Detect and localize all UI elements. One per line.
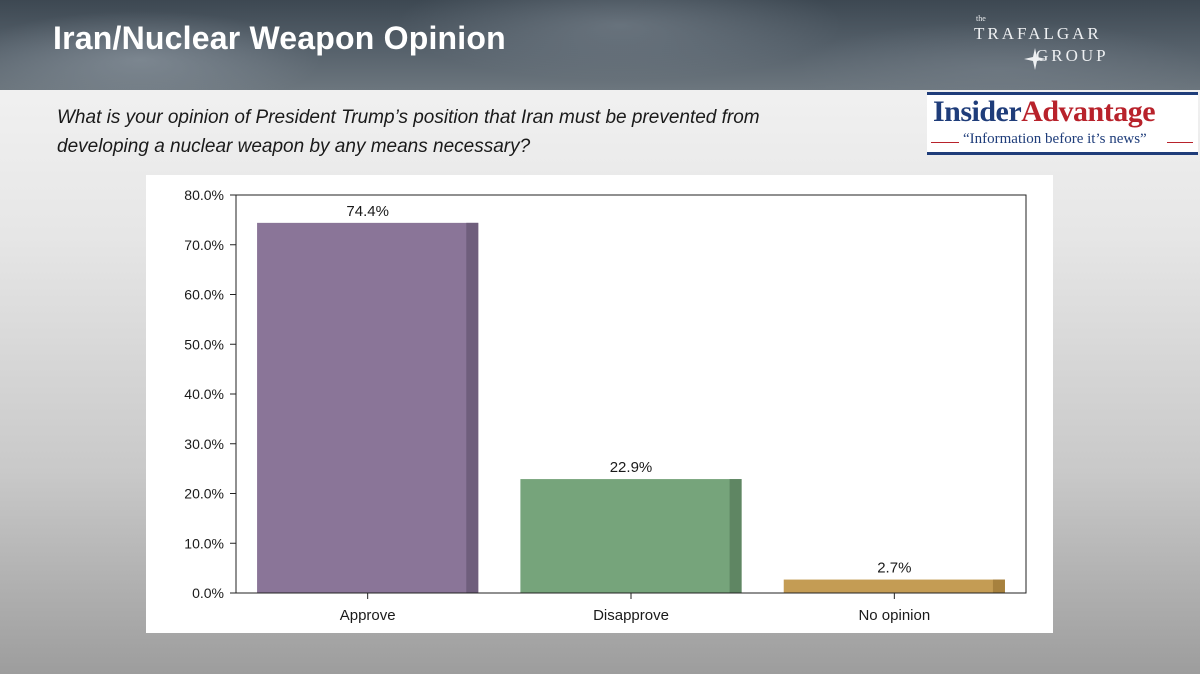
- trafalgar-group-logo: the TRAFALGAR GROUP: [966, 12, 1156, 82]
- bar-shade: [992, 579, 1005, 593]
- bar-value-label: 22.9%: [610, 459, 653, 476]
- logo-tagline: “Information before it’s news”: [963, 131, 1147, 147]
- bar-shade: [729, 479, 742, 593]
- bar: [783, 579, 1005, 593]
- question-line-2: developing a nuclear weapon by any means…: [57, 136, 531, 157]
- logo-word-insider: Insider: [933, 95, 1022, 128]
- bar-shade: [466, 222, 479, 594]
- y-tick-label: 0.0%: [192, 585, 224, 601]
- y-tick-label: 60.0%: [184, 287, 224, 303]
- logo-word-advantage: Advantage: [1021, 95, 1156, 128]
- plot-frame: [235, 194, 1027, 594]
- y-tick-label: 50.0%: [184, 336, 224, 352]
- x-category-label: No opinion: [858, 607, 930, 624]
- y-tick-label: 20.0%: [184, 486, 224, 502]
- bar-value-label: 74.4%: [346, 203, 389, 220]
- bar: [520, 479, 742, 593]
- logo-wordmark: InsiderAdvantage: [933, 95, 1156, 129]
- logo-right-rule: [1167, 142, 1193, 143]
- header-banner: Iran/Nuclear Weapon Opinion the TRAFALGA…: [0, 0, 1200, 90]
- x-category-label: Disapprove: [593, 607, 669, 624]
- x-category-label: Approve: [340, 607, 396, 624]
- logo-line2-text: GROUP: [1036, 46, 1109, 65]
- bar-chart: 0.0% 10.0% 20.0% 30.0% 40.0% 50.0% 60.0% 70.0% 8…: [184, 187, 1027, 624]
- compass-star-icon: [1024, 48, 1046, 70]
- question-line-1: What is your opinion of President Trump’…: [57, 107, 760, 128]
- y-tick-label: 30.0%: [184, 436, 224, 452]
- bar-value-label: 2.7%: [877, 560, 911, 577]
- logo-the-text: the: [976, 14, 986, 23]
- page-title: Iran/Nuclear Weapon Opinion: [53, 20, 506, 56]
- y-tick-label: 10.0%: [184, 535, 224, 551]
- logo-top-rule: [927, 92, 1198, 95]
- insider-advantage-logo: InsiderAdvantage “Information before it’…: [927, 92, 1198, 155]
- y-tick-label: 40.0%: [184, 386, 224, 402]
- logo-line1-text: TRAFALGAR: [974, 24, 1102, 43]
- chart-card: 0.0% 10.0% 20.0% 30.0% 40.0% 50.0% 60.0% 70.0% 8…: [146, 175, 1053, 633]
- bar: [257, 222, 479, 594]
- y-tick-label: 80.0%: [184, 187, 224, 203]
- logo-bottom-rule: [927, 152, 1198, 155]
- survey-question: What is your opinion of President Trump’…: [57, 103, 877, 161]
- y-tick-label: 70.0%: [184, 237, 224, 253]
- logo-left-rule: [931, 142, 959, 143]
